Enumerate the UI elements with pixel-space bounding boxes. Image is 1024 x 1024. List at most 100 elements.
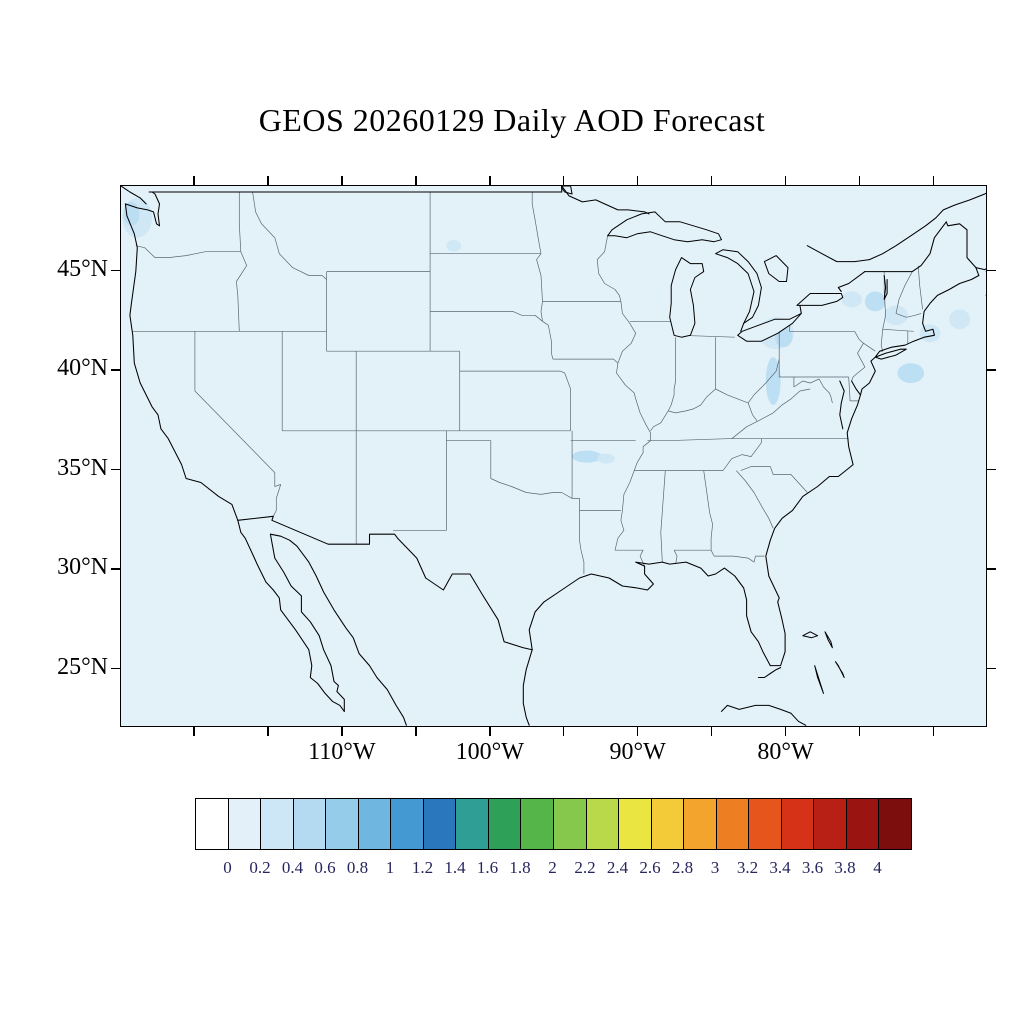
axis-tick xyxy=(986,369,996,371)
colorbar-segment xyxy=(749,799,782,849)
longitude-tick-label: 110°W xyxy=(308,739,376,765)
coastline xyxy=(799,304,802,314)
state-border xyxy=(747,402,758,422)
state-border xyxy=(789,325,855,332)
colorbar-tick-label: 0.8 xyxy=(346,858,369,877)
colorbar-segment xyxy=(586,799,620,849)
colorbar-segment xyxy=(716,799,750,849)
aod-patch xyxy=(897,363,925,383)
axis-tick xyxy=(784,176,787,185)
axis-tick xyxy=(111,468,120,471)
colorbar-tick-label: 1.8 xyxy=(509,858,531,877)
state-border xyxy=(660,470,666,563)
longitude-tick-label: 80°W xyxy=(757,739,814,765)
axis-tick xyxy=(489,176,491,185)
axis-tick xyxy=(986,269,996,272)
colorbar-segment xyxy=(228,799,262,849)
colorbar-tick-label: 3.4 xyxy=(769,858,791,877)
state-border xyxy=(615,549,645,567)
map-frame xyxy=(120,185,987,727)
colorbar-tick-label: 2.6 xyxy=(639,858,661,877)
axis-tick xyxy=(562,176,565,185)
axis-tick xyxy=(858,726,861,736)
coastline xyxy=(975,267,986,271)
coastline xyxy=(124,191,161,227)
colorbar-tick-label: 3.8 xyxy=(834,858,856,877)
aod-patch xyxy=(949,309,970,330)
axis-tick xyxy=(267,176,269,185)
longitude-tick-label: 100°W xyxy=(455,739,524,765)
aod-patch xyxy=(919,324,941,343)
axis-tick xyxy=(193,726,195,736)
state-border xyxy=(393,430,447,531)
colorbar-segment xyxy=(326,799,359,849)
coastline xyxy=(806,245,870,263)
axis-tick xyxy=(636,176,639,185)
coastline xyxy=(883,274,888,300)
coastline xyxy=(740,322,745,332)
latitude-tick-label: 45°N xyxy=(57,255,108,282)
us-map-canvas xyxy=(121,186,986,726)
state-border xyxy=(851,331,866,382)
state-border xyxy=(863,342,876,352)
colorbar-segment xyxy=(521,799,555,849)
axis-tick xyxy=(415,726,417,736)
state-border xyxy=(540,301,554,360)
axis-tick xyxy=(986,667,996,670)
aod-patch xyxy=(572,450,602,463)
colorbar-segment xyxy=(196,799,229,849)
colorbar-segment xyxy=(619,799,652,849)
state-border xyxy=(882,328,914,332)
latitude-tick-label: 30°N xyxy=(57,554,108,581)
state-border xyxy=(236,251,248,332)
state-border xyxy=(536,253,543,302)
coastline xyxy=(874,348,907,360)
axis-tick xyxy=(111,568,120,570)
state-border xyxy=(596,235,622,302)
colorbar-segment xyxy=(358,799,392,849)
state-border xyxy=(560,370,571,431)
axis-tick xyxy=(710,176,713,185)
state-border xyxy=(673,550,678,565)
state-border xyxy=(667,337,676,412)
axis-tick xyxy=(111,269,120,272)
axis-tick xyxy=(489,726,491,736)
aod-patch xyxy=(841,291,862,308)
colorbar-tick-label: 1.6 xyxy=(476,858,499,877)
latitude-tick-label: 40°N xyxy=(57,355,108,382)
coastline xyxy=(839,380,845,430)
coastline xyxy=(837,271,866,293)
axis-tick xyxy=(193,176,195,185)
aod-patch xyxy=(864,291,886,312)
coastline xyxy=(864,221,980,277)
coastline xyxy=(765,274,980,667)
colorbar-tick-label: 0.2 xyxy=(249,858,271,877)
state-border xyxy=(879,271,886,352)
coastline xyxy=(269,533,345,712)
lake xyxy=(737,312,802,342)
lake xyxy=(607,211,722,243)
colorbar-tick-label: 3.2 xyxy=(736,858,759,877)
state-border xyxy=(668,359,780,414)
coastline xyxy=(868,192,986,261)
coastline xyxy=(720,704,807,726)
aod-patch xyxy=(123,202,140,226)
axis-tick xyxy=(562,726,565,736)
colorbar-segment xyxy=(554,799,587,849)
colorbar-tick-label: 0 xyxy=(223,858,232,877)
aod-patch xyxy=(765,357,781,405)
colorbar-segment xyxy=(879,799,912,849)
axis-tick xyxy=(986,468,996,471)
state-border xyxy=(650,410,669,432)
colorbar-segment xyxy=(651,799,685,849)
state-border xyxy=(614,301,651,551)
state-border xyxy=(446,440,492,479)
figure-title: GEOS 20260129 Daily AOD Forecast xyxy=(258,102,766,138)
state-border xyxy=(895,271,913,314)
colorbar xyxy=(195,798,912,850)
colorbar-segment xyxy=(846,799,880,849)
colorbar-tick-label: 2.2 xyxy=(574,858,596,877)
axis-tick xyxy=(932,176,935,185)
latitude-tick-label: 35°N xyxy=(57,454,108,481)
